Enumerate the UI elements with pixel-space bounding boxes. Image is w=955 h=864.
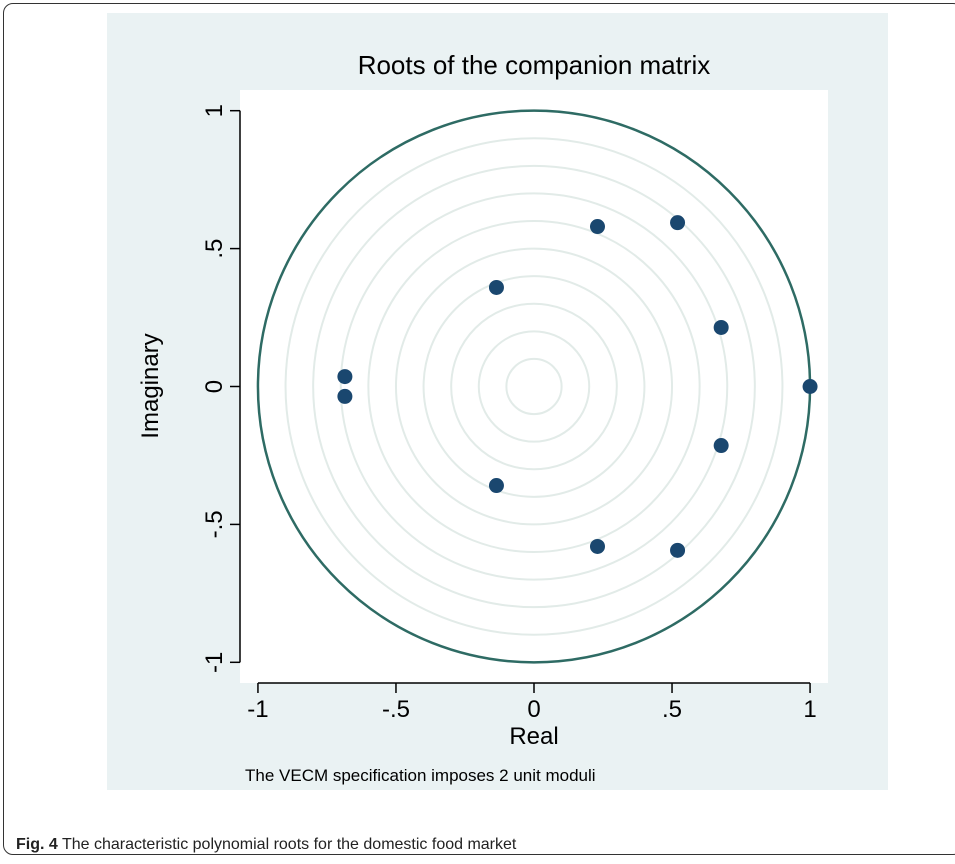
y-tick-label: .5 [201,239,228,259]
grid-circle [284,137,784,636]
figure-frame [3,3,955,855]
point [713,319,729,335]
point [713,438,729,454]
x-axis-title: Real [509,723,558,750]
note: The VECM specification imposes 2 unit mo… [245,766,596,785]
point [802,379,818,394]
x-tick-label: -1 [247,696,268,723]
y-tick-label: -.5 [201,510,228,538]
plot-area [240,90,828,683]
grid-circle [505,357,563,416]
grid-circle [394,247,674,526]
caption: Fig. 4 The characteristic polynomial roo… [16,836,516,854]
grid-circle [477,330,591,443]
grid-circle [450,302,618,471]
grid-circle [312,164,756,609]
caption-text: The characteristic polynomial roots for … [61,836,517,853]
point [589,219,605,235]
caption-label: Fig. 4 [16,836,58,853]
x-tick-label: 1 [803,696,816,723]
point [337,369,353,385]
y-tick-label: -1 [201,652,228,673]
x-tick-label: -.5 [382,696,410,723]
grid-circle [339,192,729,581]
chart-title: Roots of the companion matrix [358,50,711,80]
point [488,279,504,295]
point [670,542,686,558]
x-tick-label: .5 [662,696,682,723]
grid-circle [367,220,701,553]
y-tick-label: 1 [201,104,228,117]
point [488,478,504,494]
y-axis-title: Imaginary [137,333,164,438]
point [589,538,605,554]
point [337,388,353,404]
point [670,215,686,231]
x-tick-label: 0 [527,696,540,723]
chart: Roots of the companion matrix Real Imagi… [107,13,888,790]
grid-circle [422,275,646,498]
y-tick-label: 0 [201,380,228,393]
